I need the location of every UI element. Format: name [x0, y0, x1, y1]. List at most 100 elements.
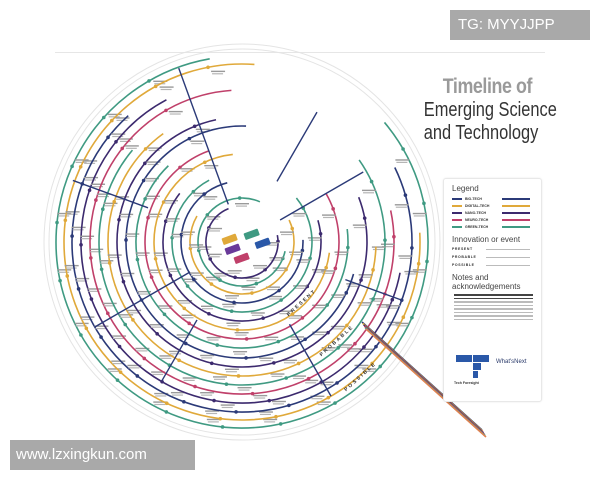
- event-label-mark: [346, 283, 361, 285]
- event-label-mark: [64, 264, 79, 267]
- logo-block: [456, 355, 472, 362]
- event-label-mark: [135, 347, 150, 350]
- event-label-mark: [84, 176, 99, 179]
- event-node: [237, 196, 242, 200]
- legend-swatch: [452, 226, 462, 228]
- event-label-mark: [136, 350, 148, 352]
- event-node: [277, 288, 281, 293]
- event-node: [422, 201, 426, 206]
- event-label-mark: [191, 143, 203, 145]
- event-node: [244, 337, 249, 341]
- event-label-mark: [65, 267, 77, 269]
- event-node: [362, 345, 366, 349]
- event-label-mark: [111, 360, 126, 362]
- event-node: [185, 284, 190, 288]
- event-label-mark: [269, 257, 284, 259]
- event-node: [141, 178, 146, 183]
- event-node: [333, 401, 337, 405]
- event-node: [371, 297, 375, 301]
- event-node: [143, 197, 147, 201]
- event-node: [182, 399, 186, 404]
- event-label-mark: [207, 218, 219, 220]
- event-label-mark: [83, 160, 98, 162]
- event-label-mark: [181, 233, 193, 236]
- event-label-mark: [322, 214, 337, 216]
- event-description-line: [486, 248, 530, 251]
- timeline-arc: [135, 165, 349, 349]
- event-label-mark: [264, 421, 276, 423]
- event-node: [162, 312, 167, 317]
- event-label-mark: [197, 246, 212, 248]
- event-label-mark: [251, 314, 263, 316]
- event-label-mark: [293, 377, 305, 380]
- legend-swatch: [452, 205, 462, 207]
- event-label-mark: [159, 307, 171, 309]
- event-node: [84, 326, 89, 331]
- event-label-mark: [371, 246, 386, 248]
- event-node: [164, 401, 169, 406]
- outer-ring: [48, 48, 436, 436]
- event-label-mark: [148, 269, 163, 271]
- legend-item: GREEN-TECH: [452, 224, 541, 230]
- event-label-mark: [149, 216, 161, 218]
- event-label-mark: [183, 379, 195, 382]
- outer-ring: [43, 43, 441, 441]
- event-label-mark: [385, 305, 400, 307]
- event-node: [205, 213, 210, 217]
- event-label-mark: [99, 260, 114, 262]
- event-label-mark: [58, 271, 70, 273]
- event-node: [163, 219, 168, 224]
- event-label-mark: [165, 218, 180, 220]
- event-label-mark: [96, 193, 111, 195]
- event-label-mark: [235, 334, 247, 336]
- event-label-mark: [332, 296, 344, 299]
- event-node: [220, 425, 225, 429]
- event-label-mark: [147, 163, 159, 166]
- timeline-arc: [125, 125, 355, 359]
- event-node: [209, 282, 214, 286]
- event-node: [208, 257, 213, 261]
- event-label-mark: [154, 403, 166, 406]
- event-node: [112, 199, 117, 204]
- event-label-mark: [395, 159, 410, 161]
- event-node: [135, 257, 140, 262]
- event-label-mark: [254, 267, 266, 269]
- event-label-mark: [335, 253, 347, 256]
- event-label-mark: [159, 355, 174, 357]
- event-label-mark: [339, 346, 351, 348]
- event-label-mark: [89, 248, 104, 251]
- event-label-mark: [412, 212, 427, 215]
- event-label-mark: [265, 286, 280, 288]
- event-node: [203, 160, 207, 165]
- event-label-mark: [220, 404, 235, 406]
- event-label-mark: [346, 348, 361, 350]
- event-label-mark: [377, 306, 389, 308]
- event-label-mark: [266, 288, 278, 291]
- event-node: [267, 398, 272, 403]
- event-node: [106, 135, 110, 140]
- event-label-mark: [347, 350, 359, 352]
- event-label-mark: [195, 128, 210, 131]
- event-label-mark: [75, 325, 87, 327]
- event-label-mark: [145, 195, 160, 198]
- event-label-mark: [171, 394, 183, 396]
- event-label-mark: [228, 272, 240, 274]
- event-label-mark: [146, 161, 161, 163]
- event-node: [202, 192, 207, 196]
- event-node: [94, 198, 98, 202]
- event-label-mark: [153, 252, 168, 254]
- event-label-mark: [291, 338, 302, 340]
- event-label-mark: [404, 270, 419, 273]
- logo-block: [473, 355, 489, 362]
- event-label-mark: [313, 271, 325, 273]
- event-node: [191, 277, 196, 282]
- notes-line: [454, 304, 533, 306]
- event-label-mark: [151, 371, 166, 373]
- event-label-mark: [206, 276, 221, 279]
- event-label-mark: [312, 331, 327, 333]
- legend-swatch: [452, 212, 462, 214]
- event-label-mark: [265, 244, 277, 246]
- event-label-mark: [271, 400, 286, 403]
- event-node: [131, 318, 135, 322]
- event-label-mark: [75, 277, 90, 280]
